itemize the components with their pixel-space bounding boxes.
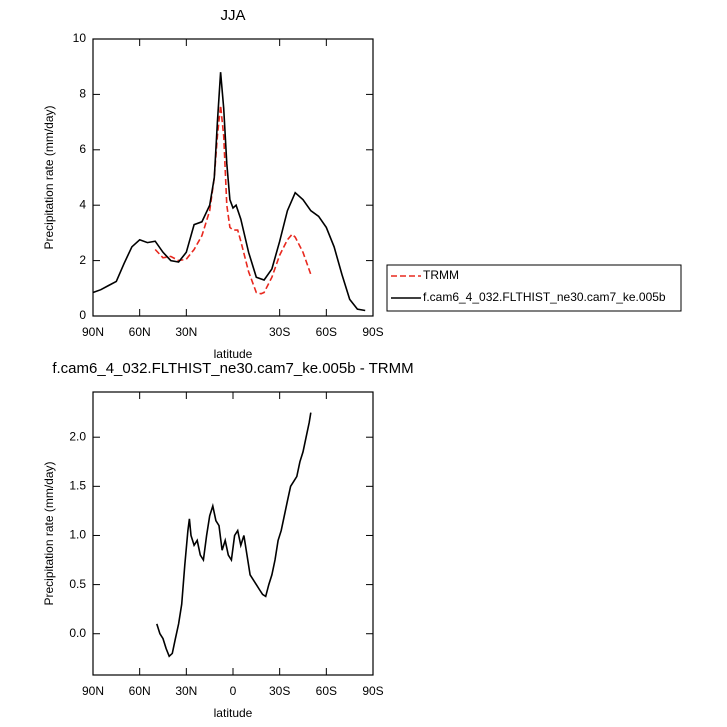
x-axis-label: latitude <box>214 347 253 361</box>
y-tick-label: 10 <box>73 31 87 45</box>
plot-frame <box>92 391 374 676</box>
y-tick-label: 4 <box>79 197 86 211</box>
y-tick-label: 0.0 <box>69 626 86 640</box>
x-axis-label: latitude <box>214 706 253 720</box>
y-axis-label: Precipitation rate (mm/day) <box>42 105 56 249</box>
y-tick-label: 1.0 <box>69 528 86 542</box>
x-tick-label: 0 <box>230 684 237 698</box>
data-line <box>92 72 366 312</box>
data-line <box>156 412 312 658</box>
x-tick-label: 30S <box>269 684 290 698</box>
x-tick-label: 90S <box>362 684 383 698</box>
chart-title: JJA <box>220 7 245 24</box>
x-tick-label: 30N <box>175 325 197 339</box>
x-tick-label: 90N <box>82 684 104 698</box>
legend-label: f.cam6_4_032.FLTHIST_ne30.cam7_ke.005b <box>423 290 666 304</box>
y-tick-label: 0 <box>79 308 86 322</box>
data-line <box>154 105 312 295</box>
x-tick-label: 90S <box>362 325 383 339</box>
chart-title: f.cam6_4_032.FLTHIST_ne30.cam7_ke.005b -… <box>52 360 413 377</box>
x-tick-label: 60S <box>316 325 337 339</box>
y-tick-label: 0.5 <box>69 577 86 591</box>
plot-frame <box>92 38 374 317</box>
legend-label: TRMM <box>423 268 459 282</box>
x-tick-label: 60N <box>129 325 151 339</box>
x-tick-label: 90N <box>82 325 104 339</box>
x-tick-label: 60S <box>316 684 337 698</box>
y-tick-label: 2.0 <box>69 429 86 443</box>
x-tick-label: 30S <box>269 325 290 339</box>
y-tick-label: 8 <box>79 87 86 101</box>
y-tick-label: 6 <box>79 142 86 156</box>
y-tick-label: 1.5 <box>69 479 86 493</box>
y-tick-label: 2 <box>79 253 86 267</box>
y-axis-label: Precipitation rate (mm/day) <box>42 461 56 605</box>
legend-box <box>386 264 682 312</box>
x-tick-label: 60N <box>129 684 151 698</box>
x-tick-label: 30N <box>175 684 197 698</box>
